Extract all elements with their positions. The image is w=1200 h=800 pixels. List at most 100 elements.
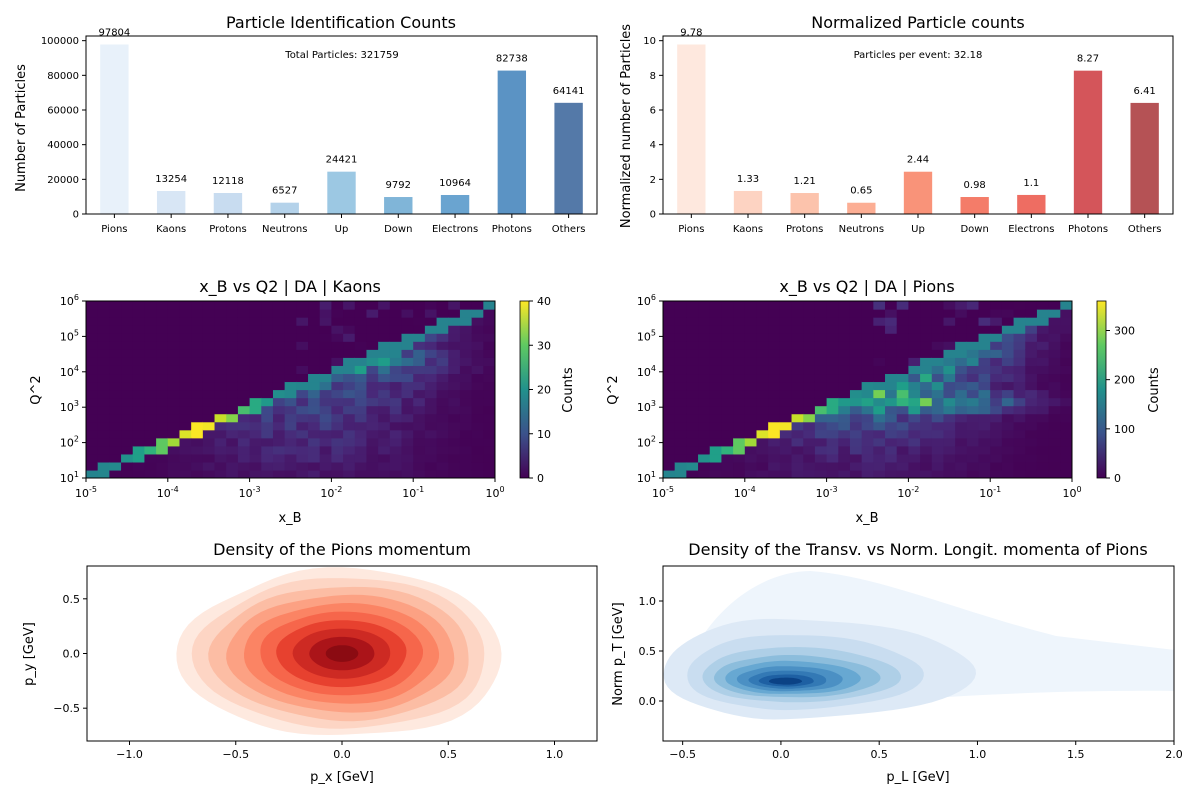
heatmap-cell [943, 405, 956, 415]
heatmap-cell [167, 413, 181, 423]
heatmap-cell [908, 461, 921, 471]
heatmap-cell [191, 429, 204, 439]
heatmap-cell [849, 413, 863, 423]
heatmap-cell [436, 469, 449, 478]
heatmap-cell [86, 381, 99, 391]
heatmap-cell [97, 365, 110, 375]
heatmap-cell [744, 381, 758, 391]
y-tick-label: 2 [650, 175, 656, 186]
heatmap-cell [803, 325, 816, 334]
heatmap-cell [459, 373, 473, 383]
heatmap-cell [156, 309, 169, 318]
bar-pions [100, 44, 129, 215]
x-tick-label: Neutrons [839, 224, 884, 235]
y-tick-label: 101 [60, 470, 79, 485]
heatmap-cell [826, 341, 839, 350]
heatmap-cell [436, 413, 449, 423]
heatmap-cell [389, 301, 403, 310]
heatmap-cell [483, 405, 495, 415]
heatmap-cell [966, 349, 980, 358]
heatmap-cell [319, 437, 332, 447]
heatmap-cell [436, 453, 449, 463]
heatmap-cell [413, 365, 426, 375]
heatmap-cell [920, 309, 933, 318]
heatmap-cell [389, 469, 403, 478]
heatmap-cell [814, 453, 828, 463]
heatmap-cell [686, 365, 699, 375]
heatmap-cell [331, 325, 344, 334]
heatmap-cell [791, 429, 804, 439]
heatmap-cell [838, 309, 851, 318]
heatmap-cell [272, 365, 286, 375]
heatmap-cell [331, 429, 344, 439]
density-level [768, 677, 802, 685]
heatmap-cell [978, 349, 991, 358]
heatmap-cell [721, 365, 734, 375]
heatmap-cell [978, 397, 991, 407]
heatmap-cell [768, 365, 781, 375]
heatmap-cell [674, 301, 687, 310]
heatmap-cell [943, 309, 956, 318]
heatmap-cell [990, 405, 1003, 415]
heatmap-cell [343, 461, 356, 471]
heatmap-cell [814, 341, 828, 350]
heatmap-cell [1060, 365, 1072, 375]
heatmap-cell [721, 357, 734, 366]
heatmap-cell [838, 333, 851, 342]
heatmap-cell [378, 341, 391, 350]
heatmap-cell [943, 469, 956, 478]
heatmap-cell [966, 389, 980, 399]
heatmap-cell [471, 461, 484, 471]
heatmap-cell [261, 445, 274, 455]
heatmap-cell [1036, 341, 1050, 350]
heatmap-cell [483, 429, 495, 439]
heatmap-cell [803, 429, 816, 439]
heatmap-cell [908, 405, 921, 415]
heatmap-cell [849, 389, 863, 399]
heatmap-cell [343, 389, 356, 399]
bar-value-label: 24421 [326, 155, 358, 166]
heatmap-cell [471, 309, 484, 318]
heatmap-cell [261, 397, 274, 407]
heatmap-cell [121, 357, 134, 366]
heatmap-cell [955, 373, 968, 383]
heatmap-cell [838, 429, 851, 439]
heatmap-cell [943, 413, 956, 423]
heatmap-cell [1036, 325, 1050, 334]
heatmap-cell [144, 301, 157, 310]
heatmap-cell [319, 405, 332, 415]
heatmap-cell [1060, 341, 1072, 350]
heatmap-cell [272, 309, 286, 318]
heatmap-cell [663, 381, 676, 391]
heatmap-cell [121, 453, 134, 463]
heatmap-cell [413, 389, 426, 399]
heatmap-cell [378, 309, 391, 318]
heatmap-cell [378, 413, 391, 423]
heatmap-cell [389, 445, 403, 455]
heatmap-cell [779, 413, 793, 423]
heatmap-cell [389, 429, 403, 439]
heatmap-cell [803, 301, 816, 310]
heatmap-cell [931, 349, 945, 358]
heatmap-cell [483, 437, 495, 447]
heatmap-cell [366, 341, 379, 350]
heatmap-cell [885, 437, 898, 447]
heatmap-cell [1013, 397, 1026, 407]
heatmap-cell [167, 301, 181, 310]
heatmap-cell [908, 365, 921, 375]
heatmap-cell [966, 429, 980, 439]
heatmap-cell [768, 389, 781, 399]
heatmap-cell [733, 317, 746, 326]
x-tick-label: Photons [492, 224, 532, 235]
heatmap-cell [1013, 405, 1026, 415]
heatmap-cell [978, 429, 991, 439]
heatmap-cell [1013, 301, 1026, 310]
heatmap-cell [663, 317, 676, 326]
heatmap-cell [261, 421, 274, 431]
heatmap-cell [779, 389, 793, 399]
heatmap-cell [990, 469, 1003, 478]
heatmap-cell [955, 341, 968, 350]
heatmap-cell [331, 309, 344, 318]
heatmap-cell [803, 445, 816, 455]
